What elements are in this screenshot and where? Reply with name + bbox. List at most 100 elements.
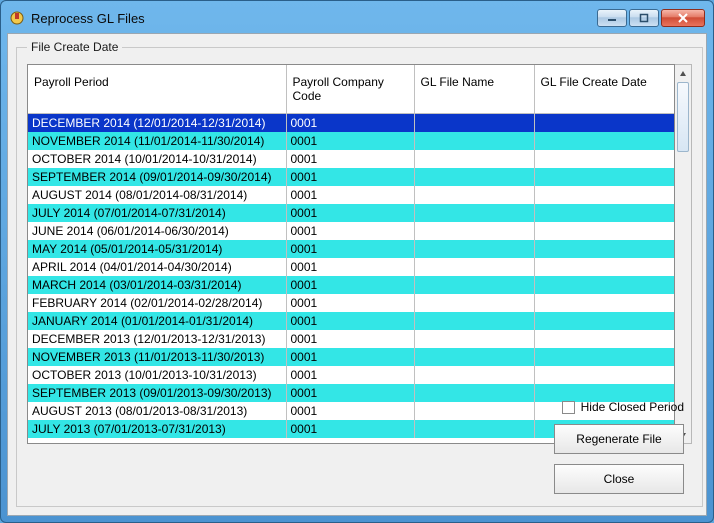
cell-period[interactable]: APRIL 2014 (04/01/2014-04/30/2014) xyxy=(28,258,286,276)
cell-period[interactable]: JULY 2013 (07/01/2013-07/31/2013) xyxy=(28,420,286,438)
cell-file[interactable] xyxy=(414,402,534,420)
cell-file[interactable] xyxy=(414,312,534,330)
cell-code[interactable]: 0001 xyxy=(286,168,414,186)
table-row[interactable]: SEPTEMBER 2014 (09/01/2014-09/30/2014)00… xyxy=(28,168,674,186)
cell-date[interactable] xyxy=(534,204,674,222)
cell-file[interactable] xyxy=(414,168,534,186)
cell-date[interactable] xyxy=(534,258,674,276)
table-row[interactable]: MAY 2014 (05/01/2014-05/31/2014)0001 xyxy=(28,240,674,258)
close-button[interactable]: Close xyxy=(554,464,684,494)
cell-file[interactable] xyxy=(414,294,534,312)
table-row[interactable]: JANUARY 2014 (01/01/2014-01/31/2014)0001 xyxy=(28,312,674,330)
cell-code[interactable]: 0001 xyxy=(286,348,414,366)
cell-period[interactable]: FEBRUARY 2014 (02/01/2014-02/28/2014) xyxy=(28,294,286,312)
table-row[interactable]: JUNE 2014 (06/01/2014-06/30/2014)0001 xyxy=(28,222,674,240)
cell-period[interactable]: SEPTEMBER 2013 (09/01/2013-09/30/2013) xyxy=(28,384,286,402)
grid-scroll-region[interactable]: Payroll PeriodPayroll Company CodeGL Fil… xyxy=(27,64,675,444)
cell-period[interactable]: NOVEMBER 2013 (11/01/2013-11/30/2013) xyxy=(28,348,286,366)
cell-file[interactable] xyxy=(414,330,534,348)
table-row[interactable]: SEPTEMBER 2013 (09/01/2013-09/30/2013)00… xyxy=(28,384,674,402)
cell-date[interactable] xyxy=(534,240,674,258)
cell-period[interactable]: AUGUST 2013 (08/01/2013-08/31/2013) xyxy=(28,402,286,420)
scroll-track[interactable] xyxy=(675,82,691,426)
table-row[interactable]: JULY 2014 (07/01/2014-07/31/2014)0001 xyxy=(28,204,674,222)
cell-period[interactable]: DECEMBER 2013 (12/01/2013-12/31/2013) xyxy=(28,330,286,348)
scroll-thumb[interactable] xyxy=(677,82,689,152)
cell-code[interactable]: 0001 xyxy=(286,330,414,348)
table-row[interactable]: NOVEMBER 2014 (11/01/2014-11/30/2014)000… xyxy=(28,132,674,150)
cell-code[interactable]: 0001 xyxy=(286,222,414,240)
cell-code[interactable]: 0001 xyxy=(286,240,414,258)
table-row[interactable]: OCTOBER 2013 (10/01/2013-10/31/2013)0001 xyxy=(28,366,674,384)
cell-file[interactable] xyxy=(414,240,534,258)
cell-date[interactable] xyxy=(534,222,674,240)
cell-period[interactable]: DECEMBER 2014 (12/01/2014-12/31/2014) xyxy=(28,114,286,132)
regenerate-file-button[interactable]: Regenerate File xyxy=(554,424,684,454)
cell-date[interactable] xyxy=(534,312,674,330)
cell-period[interactable]: OCTOBER 2014 (10/01/2014-10/31/2014) xyxy=(28,150,286,168)
cell-date[interactable] xyxy=(534,348,674,366)
cell-file[interactable] xyxy=(414,258,534,276)
cell-date[interactable] xyxy=(534,330,674,348)
cell-code[interactable]: 0001 xyxy=(286,132,414,150)
table-row[interactable]: APRIL 2014 (04/01/2014-04/30/2014)0001 xyxy=(28,258,674,276)
table-row[interactable]: MARCH 2014 (03/01/2014-03/31/2014)0001 xyxy=(28,276,674,294)
cell-file[interactable] xyxy=(414,384,534,402)
cell-date[interactable] xyxy=(534,276,674,294)
cell-file[interactable] xyxy=(414,150,534,168)
cell-file[interactable] xyxy=(414,132,534,150)
cell-code[interactable]: 0001 xyxy=(286,294,414,312)
table-row[interactable]: FEBRUARY 2014 (02/01/2014-02/28/2014)000… xyxy=(28,294,674,312)
column-header[interactable]: Payroll Period xyxy=(28,65,286,114)
cell-code[interactable]: 0001 xyxy=(286,186,414,204)
cell-period[interactable]: JANUARY 2014 (01/01/2014-01/31/2014) xyxy=(28,312,286,330)
close-window-button[interactable] xyxy=(661,9,705,27)
cell-period[interactable]: JULY 2014 (07/01/2014-07/31/2014) xyxy=(28,204,286,222)
cell-date[interactable] xyxy=(534,114,674,132)
cell-file[interactable] xyxy=(414,348,534,366)
cell-code[interactable]: 0001 xyxy=(286,204,414,222)
scroll-up-icon[interactable] xyxy=(675,65,691,82)
cell-code[interactable]: 0001 xyxy=(286,420,414,438)
cell-file[interactable] xyxy=(414,420,534,438)
cell-date[interactable] xyxy=(534,186,674,204)
cell-date[interactable] xyxy=(534,168,674,186)
table-row[interactable]: OCTOBER 2014 (10/01/2014-10/31/2014)0001 xyxy=(28,150,674,168)
cell-period[interactable]: SEPTEMBER 2014 (09/01/2014-09/30/2014) xyxy=(28,168,286,186)
cell-period[interactable]: MARCH 2014 (03/01/2014-03/31/2014) xyxy=(28,276,286,294)
vertical-scrollbar[interactable] xyxy=(675,64,692,444)
cell-period[interactable]: MAY 2014 (05/01/2014-05/31/2014) xyxy=(28,240,286,258)
cell-period[interactable]: JUNE 2014 (06/01/2014-06/30/2014) xyxy=(28,222,286,240)
maximize-button[interactable] xyxy=(629,9,659,27)
table-row[interactable]: DECEMBER 2013 (12/01/2013-12/31/2013)000… xyxy=(28,330,674,348)
gl-files-grid[interactable]: Payroll PeriodPayroll Company CodeGL Fil… xyxy=(28,65,674,438)
cell-code[interactable]: 0001 xyxy=(286,258,414,276)
cell-date[interactable] xyxy=(534,132,674,150)
column-header[interactable]: GL File Name xyxy=(414,65,534,114)
table-row[interactable]: AUGUST 2014 (08/01/2014-08/31/2014)0001 xyxy=(28,186,674,204)
cell-date[interactable] xyxy=(534,294,674,312)
column-header[interactable]: Payroll Company Code xyxy=(286,65,414,114)
cell-code[interactable]: 0001 xyxy=(286,150,414,168)
hide-closed-period-checkbox[interactable]: Hide Closed Period xyxy=(562,400,684,414)
cell-code[interactable]: 0001 xyxy=(286,276,414,294)
cell-file[interactable] xyxy=(414,222,534,240)
cell-period[interactable]: OCTOBER 2013 (10/01/2013-10/31/2013) xyxy=(28,366,286,384)
minimize-button[interactable] xyxy=(597,9,627,27)
cell-file[interactable] xyxy=(414,366,534,384)
cell-code[interactable]: 0001 xyxy=(286,366,414,384)
cell-file[interactable] xyxy=(414,114,534,132)
cell-code[interactable]: 0001 xyxy=(286,312,414,330)
cell-period[interactable]: AUGUST 2014 (08/01/2014-08/31/2014) xyxy=(28,186,286,204)
cell-period[interactable]: NOVEMBER 2014 (11/01/2014-11/30/2014) xyxy=(28,132,286,150)
cell-date[interactable] xyxy=(534,150,674,168)
column-header[interactable]: GL File Create Date xyxy=(534,65,674,114)
cell-file[interactable] xyxy=(414,186,534,204)
cell-code[interactable]: 0001 xyxy=(286,114,414,132)
cell-file[interactable] xyxy=(414,204,534,222)
table-row[interactable]: DECEMBER 2014 (12/01/2014-12/31/2014)000… xyxy=(28,114,674,132)
table-row[interactable]: NOVEMBER 2013 (11/01/2013-11/30/2013)000… xyxy=(28,348,674,366)
cell-date[interactable] xyxy=(534,384,674,402)
cell-code[interactable]: 0001 xyxy=(286,384,414,402)
cell-file[interactable] xyxy=(414,276,534,294)
